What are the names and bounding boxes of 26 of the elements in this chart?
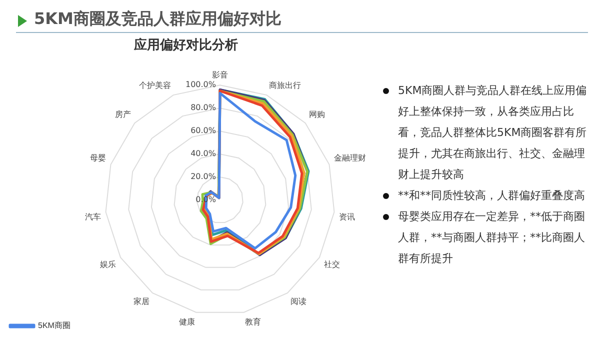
y-tick-label: 100.0% (185, 80, 216, 90)
spoke-label: 影音 (212, 70, 228, 80)
y-tick-label: 80.0% (190, 103, 216, 112)
text: **和**同质性较高，人群偏好重叠度高 (397, 188, 586, 204)
y-tick-label: 40.0% (190, 149, 216, 158)
legend-label: 5KM商圈 (38, 321, 70, 330)
y-tick-label: 20.0% (190, 172, 216, 182)
spoke-label: 阅读 (290, 296, 306, 306)
text: 母婴类应用存在一定差异，**低于商圈人群，**与商圈人群持平；**比商圈人群有所提升 (398, 210, 585, 265)
spoke-label: 金融理财 (334, 153, 366, 162)
spoke-label: 个护美容 (139, 80, 172, 90)
spoke-label: 汽车 (84, 212, 101, 222)
spoke-label: 网购 (309, 110, 326, 120)
spoke-label: 商旅出行 (268, 80, 301, 90)
spoke-label: 健康 (179, 317, 196, 326)
spoke-label: 家居 (134, 296, 150, 306)
spoke-label: 资讯 (339, 212, 356, 222)
chart-title: 5KM商圈及竞品人群应用偏好对比 (34, 9, 282, 30)
spoke-label: 社交 (324, 260, 340, 269)
text: 5KM商圈人群与竞品人群在线上应用偏好上整体保持一致，从各类应用占比看，竞品人群整体比5KM商圈客群有所提升，尤其在商旅出行、社交、金融理财上提升较高 (397, 83, 588, 183)
spoke-label: 教育 (244, 317, 261, 326)
spoke-label: 房产 (114, 110, 131, 120)
spoke-label: 母婴 (90, 153, 106, 162)
spoke-label: 娱乐 (100, 260, 116, 269)
chart-subtitle: 应用偏好对比分析 (133, 37, 238, 54)
y-tick-label: 60.0% (190, 126, 216, 136)
